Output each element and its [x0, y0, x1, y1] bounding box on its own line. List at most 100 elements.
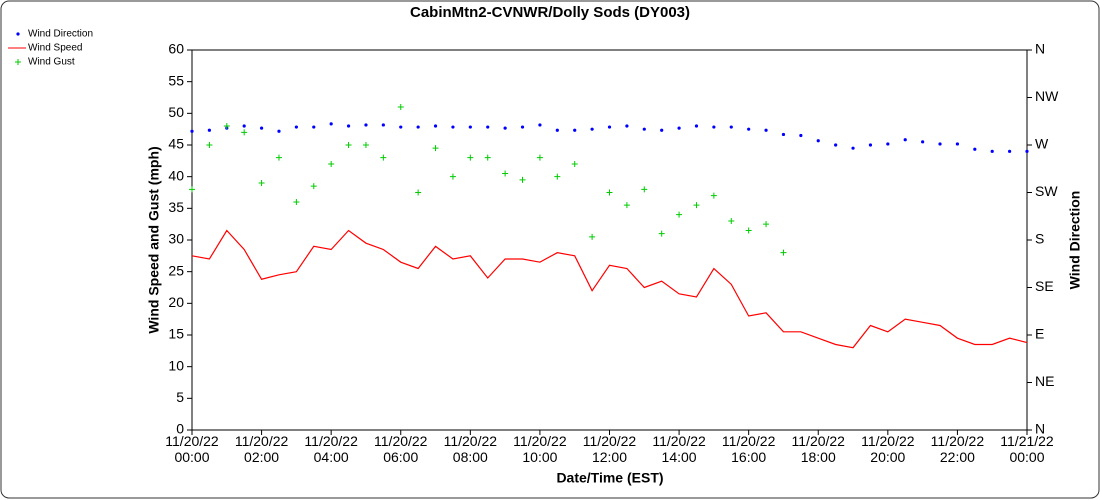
y-tick-label: 45	[168, 136, 184, 152]
direction-dot	[660, 128, 664, 132]
x-tick-label: 11/20/22 12:00	[582, 433, 637, 465]
direction-dot	[625, 124, 629, 128]
direction-dot	[207, 128, 211, 132]
x-tick-label: 11/20/22 00:00	[165, 433, 219, 465]
y2-tick-label: W	[1035, 136, 1049, 152]
direction-dot	[346, 124, 351, 128]
gust-marker	[710, 192, 717, 199]
y-tick-label: 25	[168, 262, 184, 278]
y2-tick-label: N	[1035, 421, 1045, 437]
direction-dot	[503, 126, 507, 130]
gust-marker	[258, 180, 265, 186]
gust-marker	[571, 161, 578, 167]
direction-dot	[781, 132, 786, 137]
direction-dot	[433, 124, 438, 128]
gust-marker	[345, 142, 352, 148]
gust-marker	[519, 176, 526, 183]
direction-dot	[903, 138, 907, 142]
legend-symbol	[15, 59, 21, 65]
y-tick-label: 0	[176, 421, 184, 437]
direction-dot	[851, 146, 855, 150]
x-tick-label: 11/20/22 04:00	[304, 433, 358, 465]
gust-marker	[397, 104, 404, 110]
x-tick-label: 11/20/22 08:00	[443, 433, 498, 465]
gust-marker	[623, 202, 630, 209]
x-axis-label: Date/Time (EST)	[556, 470, 663, 486]
gust-marker	[606, 189, 613, 196]
gust-marker	[275, 154, 282, 161]
direction-dot	[451, 125, 455, 129]
y-tick-label: 50	[168, 104, 184, 120]
gust-marker	[484, 154, 491, 161]
gust-marker	[467, 154, 474, 161]
direction-dot	[294, 125, 298, 129]
chart-title: CabinMtn2-CVNWR/Dolly Sods (DY003)	[410, 4, 690, 21]
x-tick-label: 11/20/22 02:00	[234, 433, 289, 465]
gust-marker	[223, 123, 230, 129]
direction-dot	[399, 125, 403, 129]
gust-marker	[328, 161, 335, 167]
legend-label: Wind Direction	[28, 29, 93, 40]
direction-dot	[190, 129, 194, 133]
direction-dot	[955, 142, 960, 146]
y-tick-label: 5	[176, 389, 184, 405]
direction-dot	[729, 125, 733, 129]
gust-marker	[432, 145, 439, 152]
legend-label: Wind Speed	[28, 43, 82, 54]
x-tick-label: 11/20/22 20:00	[861, 433, 915, 465]
direction-dot	[677, 126, 681, 130]
gust-marker	[415, 189, 422, 196]
direction-dot	[538, 123, 542, 127]
legend-symbol	[16, 32, 20, 36]
x-tick-label: 11/20/22 16:00	[721, 433, 776, 465]
x-tick-label: 11/20/22 14:00	[652, 433, 706, 465]
direction-dot	[590, 127, 594, 131]
y-tick-label: 35	[168, 199, 184, 215]
gust-marker	[589, 233, 596, 240]
y2-tick-label: SW	[1035, 183, 1058, 199]
direction-dot	[764, 128, 768, 132]
gust-marker	[502, 170, 509, 177]
direction-dot	[520, 125, 525, 129]
y-axis-label: Wind Speed and Gust (mph)	[146, 146, 162, 333]
direction-dot	[1008, 149, 1012, 153]
y2-tick-label: NE	[1035, 373, 1054, 389]
y2-axis-label: Wind Direction	[1067, 191, 1083, 290]
x-tick-label: 11/21/22 00:00	[1000, 433, 1054, 465]
direction-dot	[816, 139, 820, 143]
direction-dot	[642, 127, 646, 131]
direction-dot	[242, 124, 246, 128]
direction-dot	[486, 125, 490, 129]
gust-marker	[763, 221, 770, 228]
y-tick-label: 15	[168, 326, 184, 342]
direction-dot	[868, 143, 873, 147]
gust-marker	[362, 142, 369, 148]
y-tick-label: 30	[168, 231, 184, 247]
direction-dot	[1025, 149, 1029, 153]
gust-marker	[241, 129, 248, 136]
gust-marker	[293, 199, 300, 205]
direction-dot	[799, 133, 803, 138]
direction-dot	[938, 142, 942, 146]
direction-dot	[973, 147, 977, 151]
direction-dot	[468, 125, 472, 129]
direction-dot	[886, 142, 890, 146]
direction-dot	[990, 149, 994, 153]
gust-marker	[206, 142, 213, 148]
direction-dot	[694, 124, 699, 128]
y2-tick-label: E	[1035, 326, 1044, 342]
y2-tick-label: NW	[1035, 88, 1059, 104]
y-tick-label: 10	[168, 357, 184, 373]
gust-marker	[728, 218, 735, 224]
direction-dot	[921, 140, 925, 144]
x-tick-label: 11/20/22 10:00	[513, 433, 567, 465]
gust-marker	[380, 154, 387, 161]
y-tick-label: 40	[168, 167, 184, 183]
y2-tick-label: S	[1035, 231, 1044, 247]
gust-marker	[189, 186, 195, 193]
direction-dot	[416, 125, 420, 129]
y2-tick-label: N	[1035, 41, 1045, 57]
gust-marker	[745, 227, 752, 234]
y-tick-label: 55	[168, 72, 184, 88]
